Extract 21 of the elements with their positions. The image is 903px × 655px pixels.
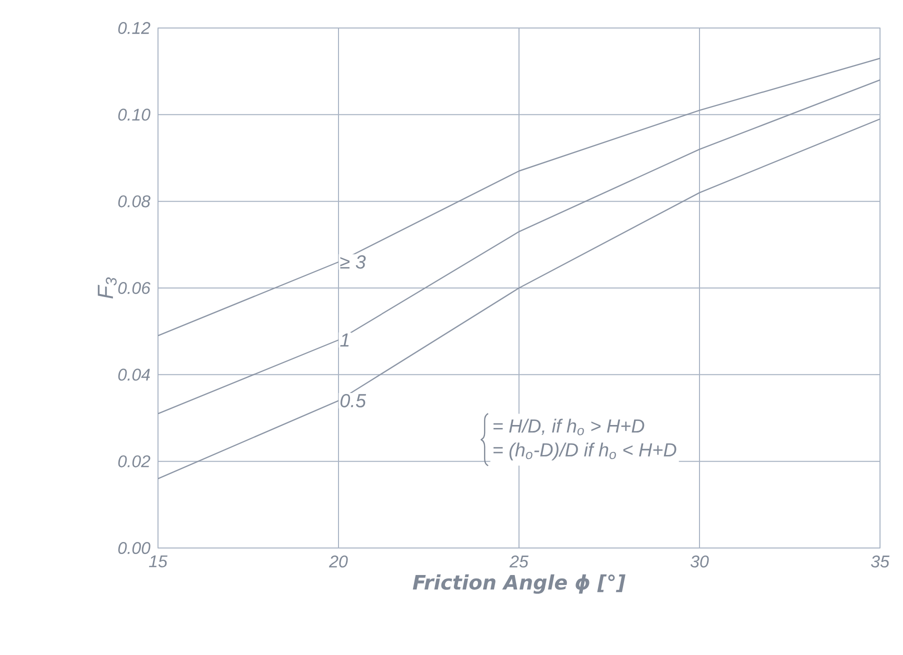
y-tick-label: 0.02 bbox=[118, 455, 150, 468]
series-label: 1 bbox=[340, 333, 349, 347]
x-tick-label: 25 bbox=[509, 556, 528, 568]
line-series bbox=[158, 79, 880, 414]
y-tick-label: 0.08 bbox=[118, 195, 150, 208]
y-tick-label: 0.00 bbox=[118, 542, 150, 554]
annotation: = (h$_{o}$-D)/D if h$_{o}$ < H+D bbox=[494, 442, 676, 460]
x-tick-label: 35 bbox=[870, 556, 890, 568]
x-tick-label: 30 bbox=[690, 556, 709, 568]
series-label: 0.5 bbox=[340, 394, 366, 408]
y-axis-title: F$_{3}$ bbox=[98, 277, 117, 299]
series-label: ≥ 3 bbox=[340, 255, 366, 269]
line-series bbox=[158, 118, 880, 480]
annotation: = H/D, if h$_{o}$ > H+D bbox=[494, 418, 644, 436]
y-tick-label: 0.04 bbox=[118, 368, 150, 381]
y-tick-label: 0.06 bbox=[118, 282, 150, 294]
x-tick-label: 15 bbox=[149, 556, 168, 568]
x-tick-label: 20 bbox=[328, 556, 348, 568]
y-tick-label: 0.10 bbox=[118, 108, 150, 121]
y-tick-label: 0.12 bbox=[118, 22, 150, 34]
x-axis-title: Friction Angle ϕ [°] bbox=[412, 574, 626, 594]
